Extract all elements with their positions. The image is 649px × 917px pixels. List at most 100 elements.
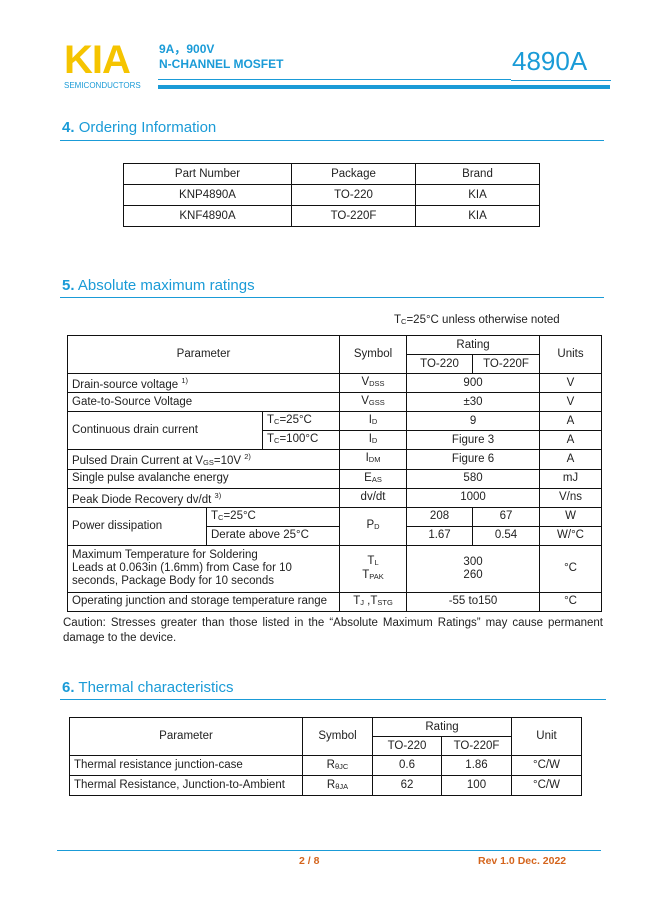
cell: dv/dt xyxy=(339,487,408,508)
cell: PD xyxy=(339,506,408,546)
cell: ID xyxy=(339,411,408,431)
cell: W xyxy=(539,506,603,527)
table-header-row: Parameter Symbol Rating Unit xyxy=(69,717,582,756)
cell: ID xyxy=(339,430,408,450)
cell: TC=25°C xyxy=(261,411,341,431)
table-row: Thermal Resistance, Junction-to-Ambient R… xyxy=(69,775,582,796)
header-cell: TO-220 xyxy=(406,354,474,374)
cell: TJ ,TSTG xyxy=(339,591,408,612)
table-row: Pulsed Drain Current at VGS=10V 2) IDM Fig… xyxy=(66,449,603,470)
cell: 0.54 xyxy=(472,525,541,546)
absolute-max-ratings-table: Parameter Symbol Rating Units TO-220 TO-220F… xyxy=(66,335,603,612)
header-cell: Symbol xyxy=(302,717,373,756)
cell: V xyxy=(539,373,603,393)
cell: RθJC xyxy=(302,755,373,776)
cell: °C/W xyxy=(511,755,582,776)
cell: 62 xyxy=(372,775,442,796)
header-rule xyxy=(511,80,611,81)
cell: mJ xyxy=(539,468,603,489)
kia-logo: KIA xyxy=(64,38,131,82)
cell: Pulsed Drain Current at VGS=10V 2) xyxy=(66,449,341,470)
ordering-table: Part Number Package Brand KNP4890A TO-220 KI… xyxy=(123,163,540,227)
table-row: Thermal resistance junction-case RθJC 0.6 1… xyxy=(69,755,582,776)
cell: V/ns xyxy=(539,487,603,508)
cell: 580 xyxy=(406,468,541,489)
cell: Maximum Temperature for Soldering Leads a… xyxy=(66,544,341,593)
header-cell: Units xyxy=(539,335,603,374)
logo-subtitle: SEMICONDUCTORS xyxy=(64,81,141,90)
cell: EAS xyxy=(339,468,408,489)
cell: V xyxy=(539,392,603,412)
cell: KNP4890A xyxy=(123,184,292,206)
header-rule xyxy=(158,79,511,80)
cell: A xyxy=(539,411,603,431)
header-cell: TO-220F xyxy=(472,354,541,374)
table-row: Maximum Temperature for Soldering Leads a… xyxy=(66,544,603,593)
section-6-title: 6. Thermal characteristics xyxy=(62,679,234,696)
cell: Continuous drain current xyxy=(67,411,263,450)
revision: Rev 1.0 Dec. 2022 xyxy=(478,855,567,867)
device-type: N-CHANNEL MOSFET xyxy=(159,57,284,71)
table-row: Derate above 25°C 1.67 0.54 W/°C xyxy=(68,525,603,546)
cell: 1.86 xyxy=(441,755,512,776)
page-number: 2 / 8 xyxy=(299,855,320,867)
table-header-row: Parameter Symbol Rating Units xyxy=(66,335,603,374)
table-row: Single pulse avalanche energy EAS 580 mJ xyxy=(66,468,603,489)
header-cell: Part Number xyxy=(123,163,292,185)
cell: Figure 3 xyxy=(406,430,541,450)
cell: VDSS xyxy=(339,373,408,393)
section-4-title: 4. Ordering Information xyxy=(62,119,217,136)
table-row: KNF4890A TO-220F KIA xyxy=(123,205,540,227)
cell: ±30 xyxy=(406,392,541,412)
header-cell: Symbol xyxy=(339,335,408,374)
cell: °C xyxy=(539,591,603,612)
table-row: Continuous drain current TC=25°C ID 9 A xyxy=(67,411,603,450)
cell: TO-220 xyxy=(291,184,416,206)
cell: TL TPAK xyxy=(339,544,408,593)
header-cell: Parameter xyxy=(69,717,303,756)
cell: IDM xyxy=(339,449,408,470)
cell: VGSS xyxy=(339,392,408,412)
header-cell: TO-220F xyxy=(441,736,512,756)
cell: KNF4890A xyxy=(123,205,292,227)
conditions-note: TC=25°C unless otherwise noted xyxy=(394,314,560,326)
cell: A xyxy=(539,430,603,450)
cell: 208 xyxy=(406,506,474,527)
cell: 300 260 xyxy=(406,544,541,593)
table-row: Gate-to-Source Voltage VGSS ±30 V xyxy=(66,392,603,412)
caution-note: Caution: Stresses greater than those lis… xyxy=(63,617,603,644)
table-row: Operating junction and storage temperatu… xyxy=(66,591,603,612)
cell: °C/W xyxy=(511,775,582,796)
footer-rule xyxy=(57,850,601,851)
table-row: Peak Diode Recovery dv/dt 3) dv/dt 1000 V/n… xyxy=(66,487,603,508)
section-rule xyxy=(60,140,604,141)
cell: RθJA xyxy=(302,775,373,796)
section-rule xyxy=(60,297,604,298)
cell: Thermal resistance junction-case xyxy=(69,755,303,776)
header-cell: Brand xyxy=(415,163,540,185)
cell: -55 to150 xyxy=(406,591,541,612)
cell: 100 xyxy=(441,775,512,796)
header-cell: Rating xyxy=(372,717,512,737)
cell: Thermal Resistance, Junction-to-Ambient xyxy=(69,775,303,796)
cell: Figure 6 xyxy=(406,449,541,470)
header-cell: Rating xyxy=(406,335,541,355)
cell: 900 xyxy=(406,373,541,393)
cell: 0.6 xyxy=(372,755,442,776)
cell: KIA xyxy=(415,205,540,227)
thermal-table: Parameter Symbol Rating Unit TO-220 TO-220F … xyxy=(69,717,582,796)
cell: Peak Diode Recovery dv/dt 3) xyxy=(66,487,341,508)
cell: 1.67 xyxy=(406,525,474,546)
cell: Derate above 25°C xyxy=(205,525,341,546)
cell: TO-220F xyxy=(291,205,416,227)
spec-rating: 9A，900V xyxy=(159,42,215,56)
cell: Drain-source voltage 1) xyxy=(66,373,341,393)
cell: 9 xyxy=(406,411,541,431)
header-cell: Package xyxy=(291,163,416,185)
header-cell: Parameter xyxy=(66,335,341,374)
cell: W/°C xyxy=(539,525,603,546)
cell: Power dissipation xyxy=(67,506,207,546)
table-row: Drain-source voltage 1) VDSS 900 V xyxy=(66,373,603,393)
cell: A xyxy=(539,449,603,470)
header-bar xyxy=(158,85,610,89)
